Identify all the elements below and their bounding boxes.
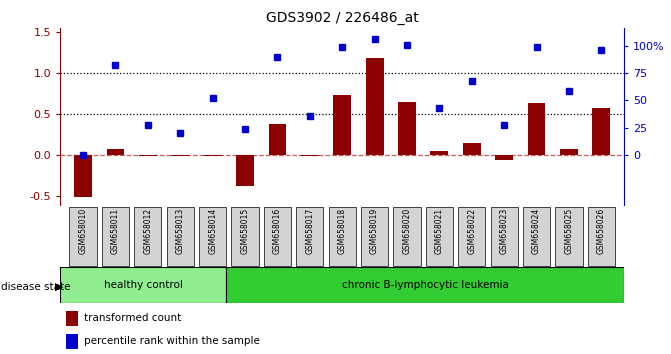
- Text: chronic B-lymphocytic leukemia: chronic B-lymphocytic leukemia: [342, 280, 509, 290]
- Text: GSM658015: GSM658015: [240, 208, 250, 254]
- Text: healthy control: healthy control: [104, 280, 183, 290]
- FancyBboxPatch shape: [491, 207, 518, 266]
- Text: ▶: ▶: [55, 282, 64, 292]
- Text: GSM658024: GSM658024: [532, 208, 541, 254]
- Text: GSM658025: GSM658025: [564, 208, 574, 254]
- Text: GSM658013: GSM658013: [176, 208, 185, 254]
- Bar: [226, 267, 624, 303]
- Bar: [107, 149, 124, 155]
- FancyBboxPatch shape: [134, 207, 162, 266]
- Text: transformed count: transformed count: [84, 313, 181, 323]
- FancyBboxPatch shape: [588, 207, 615, 266]
- Bar: [301, 155, 319, 156]
- Text: percentile rank within the sample: percentile rank within the sample: [84, 336, 260, 346]
- Text: GSM658016: GSM658016: [273, 208, 282, 254]
- Text: disease state: disease state: [1, 282, 71, 292]
- FancyBboxPatch shape: [361, 207, 389, 266]
- Bar: [139, 155, 157, 156]
- Bar: [366, 58, 384, 155]
- FancyBboxPatch shape: [264, 207, 291, 266]
- FancyBboxPatch shape: [199, 207, 226, 266]
- FancyBboxPatch shape: [393, 207, 421, 266]
- FancyBboxPatch shape: [231, 207, 258, 266]
- Bar: [268, 124, 287, 155]
- Bar: [204, 155, 221, 156]
- Text: GSM658010: GSM658010: [79, 208, 87, 254]
- Text: GSM658011: GSM658011: [111, 208, 120, 254]
- FancyBboxPatch shape: [556, 207, 582, 266]
- FancyBboxPatch shape: [329, 207, 356, 266]
- Text: GSM658018: GSM658018: [338, 208, 347, 254]
- Bar: [66, 334, 79, 349]
- Bar: [398, 102, 416, 155]
- Bar: [60, 267, 226, 303]
- Text: GSM658020: GSM658020: [403, 208, 411, 254]
- FancyBboxPatch shape: [296, 207, 323, 266]
- FancyBboxPatch shape: [523, 207, 550, 266]
- FancyBboxPatch shape: [70, 207, 97, 266]
- Bar: [527, 103, 546, 155]
- FancyBboxPatch shape: [102, 207, 129, 266]
- Text: GSM658019: GSM658019: [370, 208, 379, 254]
- Text: GSM658026: GSM658026: [597, 208, 606, 254]
- Text: GSM658021: GSM658021: [435, 208, 444, 254]
- Text: GSM658012: GSM658012: [144, 208, 152, 254]
- Bar: [66, 311, 79, 326]
- Text: GSM658023: GSM658023: [500, 208, 509, 254]
- Bar: [333, 95, 351, 155]
- Text: GSM658017: GSM658017: [305, 208, 314, 254]
- Bar: [236, 155, 254, 186]
- Bar: [592, 108, 610, 155]
- Title: GDS3902 / 226486_at: GDS3902 / 226486_at: [266, 11, 419, 24]
- Bar: [74, 155, 92, 197]
- Bar: [560, 149, 578, 155]
- Text: GSM658022: GSM658022: [467, 208, 476, 254]
- Bar: [495, 155, 513, 160]
- Bar: [431, 152, 448, 155]
- Text: GSM658014: GSM658014: [208, 208, 217, 254]
- Bar: [171, 155, 189, 156]
- FancyBboxPatch shape: [166, 207, 194, 266]
- FancyBboxPatch shape: [458, 207, 485, 266]
- Bar: [463, 143, 480, 155]
- FancyBboxPatch shape: [426, 207, 453, 266]
